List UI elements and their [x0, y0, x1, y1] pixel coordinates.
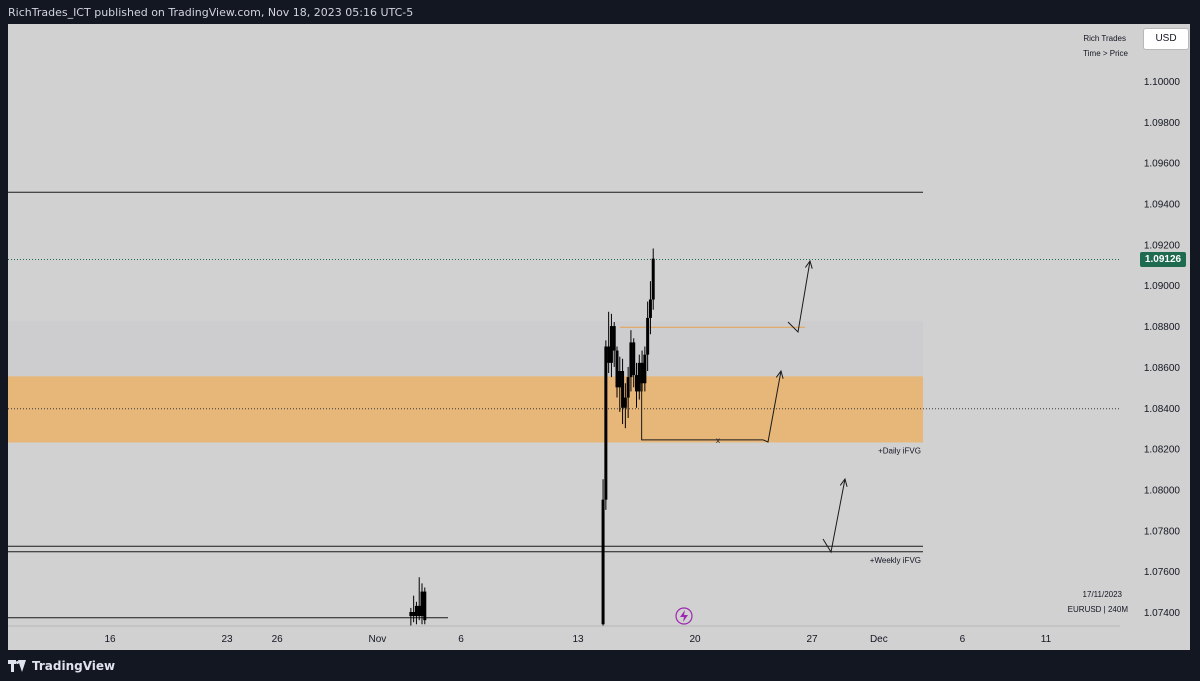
- legend-author: Rich Trades: [1083, 34, 1126, 43]
- candle-body[interactable]: [651, 258, 655, 300]
- y-tick-label: 1.08800: [1144, 322, 1181, 333]
- candle-body[interactable]: [414, 605, 418, 617]
- candle-body[interactable]: [629, 342, 633, 378]
- candle-body[interactable]: [640, 362, 644, 384]
- y-tick-label: 1.07800: [1144, 526, 1181, 537]
- info-date: 17/11/2023: [1082, 590, 1122, 599]
- candle-body[interactable]: [632, 342, 636, 376]
- x-tick-label: Dec: [870, 634, 888, 645]
- x-tick-label: 13: [572, 634, 584, 645]
- candle-body[interactable]: [618, 371, 622, 388]
- x-tick-label: 6: [960, 634, 966, 645]
- x-tick-label: 26: [272, 634, 284, 645]
- x-tick-label: 27: [806, 634, 818, 645]
- entry-marker-label: x: [716, 436, 720, 445]
- candle-body[interactable]: [409, 612, 413, 617]
- y-tick-label: 1.08000: [1144, 485, 1181, 496]
- candle-body[interactable]: [607, 346, 611, 363]
- x-tick-label: 20: [689, 634, 701, 645]
- candle-body[interactable]: [412, 612, 416, 617]
- x-tick-label: 11: [1041, 634, 1052, 645]
- y-tick-label: 1.09200: [1144, 240, 1181, 251]
- currency-button[interactable]: USD: [1143, 28, 1189, 50]
- projection-arrow-2[interactable]: [787, 260, 811, 334]
- current-price-badge: 1.09126: [1140, 252, 1186, 267]
- publish-header: RichTrades_ICT published on TradingView.…: [8, 6, 414, 19]
- candle-body[interactable]: [420, 591, 424, 617]
- candle-body[interactable]: [626, 377, 630, 398]
- candle-body[interactable]: [601, 499, 605, 625]
- brand-label: TradingView: [32, 659, 116, 673]
- y-tick-label: 1.09000: [1144, 281, 1181, 292]
- candle-body[interactable]: [637, 362, 641, 392]
- projection-arrow-1[interactable]: [762, 370, 782, 443]
- projection-arrow-1-head: [775, 369, 784, 379]
- y-tick-label: 1.09600: [1144, 159, 1181, 170]
- upper-range-zone[interactable]: [8, 321, 923, 377]
- y-tick-label: 1.10000: [1144, 77, 1181, 88]
- x-tick-label: 6: [458, 634, 464, 645]
- y-tick-label: 1.08400: [1144, 404, 1181, 415]
- candle-body[interactable]: [646, 317, 650, 355]
- y-tick-label: 1.08200: [1144, 445, 1181, 456]
- x-tick-label: 23: [221, 634, 233, 645]
- projection-arrow-2-head: [804, 259, 813, 269]
- candle-body[interactable]: [623, 397, 627, 408]
- y-tick-label: 1.07600: [1144, 567, 1181, 578]
- candle-body[interactable]: [604, 346, 608, 500]
- candle-body[interactable]: [612, 326, 616, 351]
- candle-body[interactable]: [643, 354, 647, 384]
- structure-line[interactable]: [641, 371, 763, 441]
- candle-body[interactable]: [648, 299, 652, 318]
- candle-body[interactable]: [417, 605, 421, 617]
- legend-mode: Time > Price: [1083, 49, 1128, 58]
- chart-frame[interactable]: +Daily iFVG +Weekly iFVG x 16 23 26 Nov 6 13 20 27…: [8, 24, 1190, 650]
- candle-body[interactable]: [615, 350, 619, 388]
- projection-arrow-3-head: [839, 477, 848, 487]
- footer-brand[interactable]: TradingView: [8, 656, 115, 676]
- y-tick-label: 1.09800: [1144, 118, 1181, 129]
- x-tick-label: 16: [104, 634, 116, 645]
- info-symbol: EURUSD | 240M: [1067, 605, 1128, 614]
- candle-body[interactable]: [423, 591, 427, 621]
- y-tick-label: 1.09400: [1144, 200, 1181, 211]
- candle-body[interactable]: [609, 326, 613, 363]
- candlestick-chart[interactable]: +Daily iFVG +Weekly iFVG x 16 23 26 Nov 6 13 20 27…: [8, 24, 1190, 650]
- y-tick-label: 1.08600: [1144, 363, 1181, 374]
- candle-body[interactable]: [635, 375, 638, 392]
- projection-arrow-3[interactable]: [822, 478, 846, 554]
- daily-fvg-label: +Daily iFVG: [878, 446, 921, 455]
- lightning-icon-bolt: [680, 610, 688, 622]
- weekly-fvg-label: +Weekly iFVG: [870, 556, 921, 565]
- x-tick-label: Nov: [369, 634, 387, 645]
- tradingview-logo-icon: [8, 660, 26, 672]
- daily-fvg-zone[interactable]: [8, 376, 923, 443]
- y-tick-label: 1.07400: [1144, 608, 1181, 619]
- candle-body[interactable]: [621, 371, 625, 408]
